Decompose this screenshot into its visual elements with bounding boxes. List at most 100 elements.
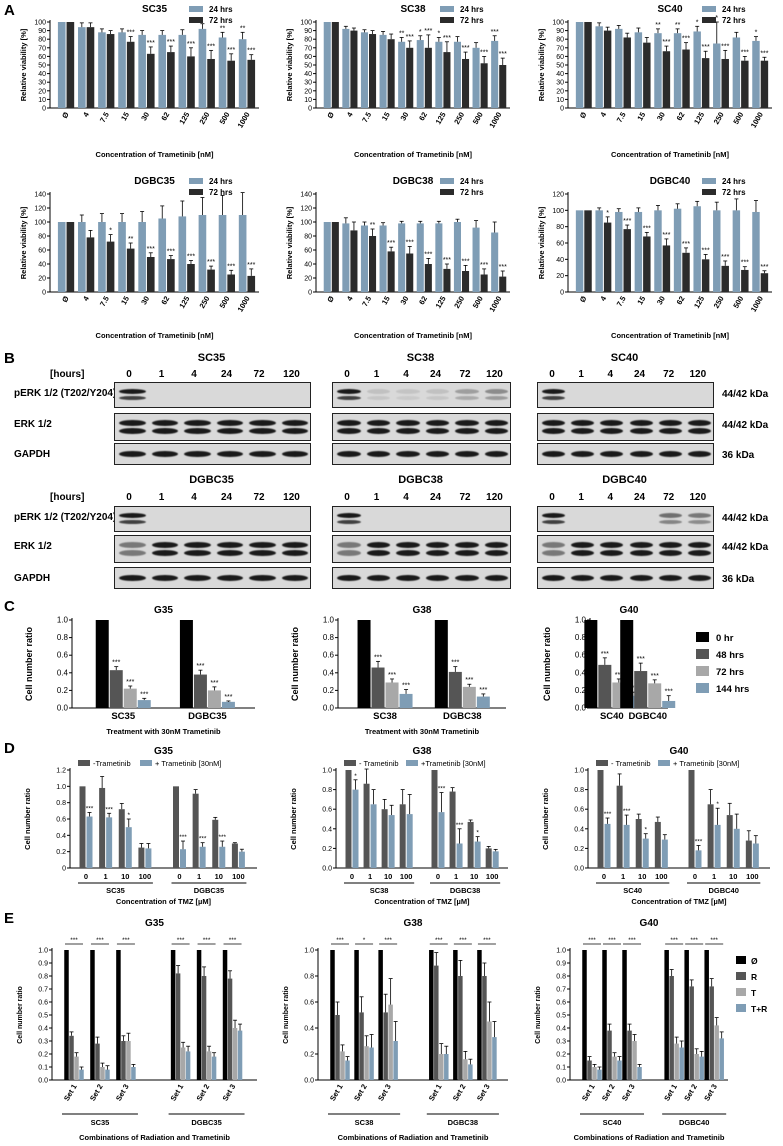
y-tick-label: 0.8 <box>556 974 566 981</box>
bar <box>360 32 368 108</box>
bar <box>98 222 106 292</box>
bar <box>78 222 86 292</box>
legend-swatch <box>440 6 454 12</box>
protein-band <box>337 575 361 581</box>
bar <box>398 223 406 292</box>
x-tick-label: 7.5 <box>98 295 111 309</box>
bar <box>476 696 490 708</box>
bar <box>131 1067 136 1080</box>
bar <box>178 216 187 292</box>
significance-label: *** <box>207 259 215 266</box>
protein-band <box>600 575 624 581</box>
x-tick-label: SC35 <box>111 711 135 722</box>
blot-time-label: 1 <box>158 369 165 380</box>
y-tick-label: 1.0 <box>556 948 566 955</box>
bar <box>714 824 721 868</box>
legend-swatch <box>736 988 746 996</box>
y-tick-label: 0.1 <box>556 1065 566 1072</box>
x-tick-label: 30 <box>398 111 410 123</box>
x-tick-label: 100 <box>746 872 759 881</box>
protein-band <box>658 428 682 434</box>
blot-membrane <box>114 382 311 408</box>
bar <box>732 210 741 292</box>
bar <box>118 32 126 108</box>
significance-label: *** <box>690 937 698 944</box>
x-tick-label: 15 <box>380 295 392 307</box>
group-label: DGBC40 <box>708 886 738 895</box>
y-tick-label: 40 <box>38 262 46 269</box>
significance-label: *** <box>695 838 703 845</box>
bar <box>721 58 729 108</box>
x-tick-label: 30 <box>398 295 410 307</box>
protein-band <box>396 428 420 434</box>
bar <box>622 950 627 1080</box>
significance-label: *** <box>112 660 120 667</box>
bar <box>342 28 350 109</box>
significance-label: *** <box>196 663 204 670</box>
blot-time-label: 4 <box>607 492 614 503</box>
legend-label: 72 hrs <box>209 16 233 25</box>
y-tick-label: 10 <box>556 97 564 104</box>
x-tick-label: Ø <box>60 294 71 304</box>
protein-band <box>658 542 682 548</box>
chart-title: DGBC40 <box>650 176 691 187</box>
protein-band <box>151 420 178 426</box>
chart-c-g40: G40 0.0 0.2 0.4 0.6 0.8 1.0 Cell number ratio **… <box>542 605 749 722</box>
bar <box>218 215 227 292</box>
protein-band <box>658 575 682 581</box>
bar <box>357 620 371 708</box>
protein-band <box>484 550 508 556</box>
protein-band <box>484 451 508 457</box>
x-tick-label: 500 <box>471 295 485 310</box>
significance-label: *** <box>461 258 469 265</box>
significance-label: * <box>716 801 719 808</box>
bar <box>474 841 481 868</box>
y-tick-label: 100 <box>552 208 564 215</box>
protein-band <box>366 396 390 400</box>
bar <box>627 1030 632 1080</box>
bar <box>406 47 414 108</box>
bar <box>350 30 358 109</box>
chart-title: G35 <box>145 918 164 929</box>
blot-time-label: 1 <box>158 492 165 503</box>
chart-title: DGBC38 <box>393 176 434 187</box>
y-tick-label: 70 <box>556 45 564 52</box>
blot-title: SC40 <box>610 352 639 364</box>
bar <box>713 43 721 108</box>
y-tick-label: 0.0 <box>322 866 332 873</box>
y-tick-label: 40 <box>38 71 46 78</box>
bar <box>393 1041 398 1080</box>
bar <box>673 208 682 292</box>
bar <box>335 1015 340 1080</box>
bar <box>167 52 175 108</box>
blot-time-label: 120 <box>689 369 707 380</box>
bar <box>219 846 226 868</box>
bar <box>106 817 113 868</box>
y-tick-label: 0.5 <box>556 1013 566 1020</box>
blot-time-label: 24 <box>220 369 233 380</box>
significance-label: * <box>755 30 758 37</box>
bar <box>654 821 661 868</box>
blot-time-label: 4 <box>403 492 409 503</box>
x-axis-label: Concentration of TMZ [µM] <box>116 897 212 906</box>
y-axis-label: Cell number ratio <box>290 626 300 701</box>
bar <box>206 1051 212 1080</box>
significance-label: *** <box>218 834 226 841</box>
x-tick-label: Set 2 <box>682 1083 699 1103</box>
blot-title: DGBC35 <box>189 474 234 486</box>
x-tick-label: Set 1 <box>328 1083 345 1103</box>
bar <box>79 786 86 868</box>
protein-band <box>629 428 653 434</box>
protein-band <box>455 420 479 426</box>
bar <box>643 42 651 108</box>
x-tick-label: Set 2 <box>195 1083 212 1103</box>
kda-label: 44/42 kDa <box>722 513 769 524</box>
protein-band <box>484 542 508 548</box>
x-tick-label: 15 <box>119 111 131 123</box>
bar <box>669 976 674 1080</box>
significance-label: * <box>128 812 131 819</box>
protein-band <box>687 520 711 524</box>
significance-label: *** <box>336 937 344 944</box>
bar <box>453 222 461 292</box>
chart-c-g38: G38 0.0 0.2 0.4 0.6 0.8 1.0 Cell number ratio **… <box>290 605 506 736</box>
